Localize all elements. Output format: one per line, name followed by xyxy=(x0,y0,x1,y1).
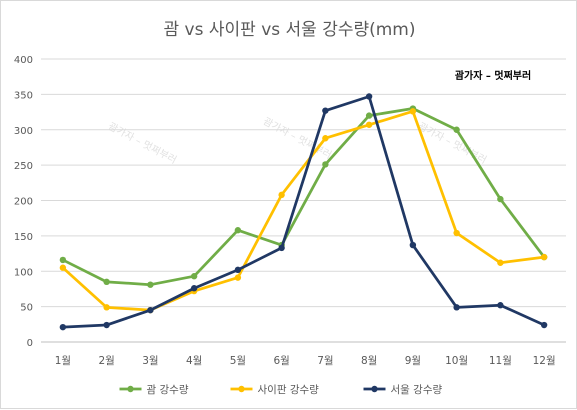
data-point xyxy=(453,304,460,311)
data-point xyxy=(365,121,373,128)
x-tick-label: 1월 xyxy=(55,355,71,367)
y-tick-label: 0 xyxy=(27,338,33,349)
data-point xyxy=(278,191,285,199)
data-point xyxy=(540,321,548,329)
x-tick-label: 2월 xyxy=(98,355,114,367)
legend-swatch-marker xyxy=(127,385,134,393)
x-tick-label: 11월 xyxy=(489,355,512,367)
x-tick-label: 12월 xyxy=(533,355,556,367)
x-tick-label: 9월 xyxy=(405,355,421,367)
data-point xyxy=(103,304,110,311)
data-point xyxy=(453,126,460,133)
data-point xyxy=(497,195,504,203)
legend-label: 괌 강수량 xyxy=(147,384,189,396)
data-point xyxy=(234,274,242,281)
legend-swatch-marker xyxy=(371,385,378,393)
data-point xyxy=(365,93,373,100)
data-point xyxy=(453,229,460,237)
x-tick-label: 3월 xyxy=(142,355,158,367)
data-point xyxy=(365,112,373,119)
x-tick-label: 6월 xyxy=(273,355,289,367)
x-tick-label: 10월 xyxy=(445,355,468,367)
data-point xyxy=(322,135,329,142)
data-point xyxy=(147,306,154,314)
data-point xyxy=(147,281,154,288)
data-point xyxy=(322,107,329,114)
data-point xyxy=(234,227,242,234)
series-line-3 xyxy=(61,95,546,329)
data-point xyxy=(59,256,67,264)
y-tick-label: 300 xyxy=(14,126,33,137)
data-point xyxy=(103,278,110,286)
data-point xyxy=(234,266,242,274)
x-tick-label: 7월 xyxy=(317,355,333,367)
legend-label: 사이판 강수량 xyxy=(258,384,320,396)
y-tick-label: 100 xyxy=(14,267,33,278)
legend-swatch-marker xyxy=(238,385,245,393)
data-point xyxy=(497,259,504,266)
data-point xyxy=(59,323,67,331)
y-tick-label: 250 xyxy=(14,161,33,172)
legend-label: 서울 강수량 xyxy=(391,384,443,396)
x-tick-label: 4월 xyxy=(186,355,202,367)
watermark-text-1: 괌가자 – 멋쩌부러 xyxy=(106,120,179,166)
x-tick-label: 8월 xyxy=(361,355,377,367)
data-point xyxy=(190,285,198,292)
data-point xyxy=(409,241,417,249)
y-tick-label: 200 xyxy=(14,197,33,208)
data-point xyxy=(190,273,198,280)
y-tick-label: 400 xyxy=(14,55,33,66)
data-point xyxy=(540,253,548,261)
data-point xyxy=(278,244,285,252)
y-tick-label: 150 xyxy=(14,232,33,243)
y-tick-label: 50 xyxy=(20,303,33,314)
chart-annotation: 괌가자 – 멋쩌부러 xyxy=(455,69,531,82)
data-point xyxy=(103,321,110,329)
y-tick-label: 350 xyxy=(14,90,33,101)
data-point xyxy=(497,302,504,309)
x-tick-label: 5월 xyxy=(230,355,246,367)
data-point xyxy=(322,161,329,168)
series-line-2 xyxy=(61,109,546,312)
chart-title: 괌 vs 사이판 vs 서울 강수량(mm) xyxy=(164,20,416,40)
data-point xyxy=(59,264,67,271)
data-point xyxy=(409,108,417,115)
series-line-1 xyxy=(61,107,546,287)
